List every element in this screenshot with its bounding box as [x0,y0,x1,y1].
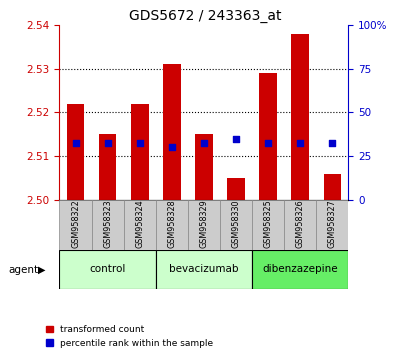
Bar [155,250,252,289]
Bar [323,174,340,200]
Bar [316,200,348,250]
Text: dibenzazepine: dibenzazepine [262,264,337,274]
Bar [291,34,308,200]
Bar [187,200,220,250]
Text: GSM958330: GSM958330 [231,200,240,248]
Bar [259,73,276,200]
Bar [220,200,252,250]
Text: GSM958322: GSM958322 [71,199,80,248]
Text: GSM958329: GSM958329 [199,199,208,248]
Text: GSM958326: GSM958326 [295,200,304,248]
Bar [163,64,180,200]
Text: GDS5672 / 243363_at: GDS5672 / 243363_at [128,9,281,23]
Text: control: control [89,264,126,274]
Bar [195,134,212,200]
Bar [124,200,155,250]
Bar [67,104,84,200]
Bar [99,134,116,200]
Bar [252,250,348,289]
Bar [283,200,316,250]
Point [104,140,110,146]
Point [136,140,143,146]
Text: agent: agent [8,265,38,275]
Text: GSM958327: GSM958327 [327,199,336,248]
Bar [155,200,187,250]
Text: GSM958324: GSM958324 [135,200,144,248]
Bar [91,200,124,250]
Bar [59,250,155,289]
Bar [252,200,283,250]
Text: GSM958328: GSM958328 [167,200,176,248]
Point [232,136,239,142]
Point [296,140,303,146]
Point [328,140,335,146]
Bar [130,104,148,200]
Bar [59,200,91,250]
Point [200,140,207,146]
Text: bevacizumab: bevacizumab [169,264,238,274]
Point [72,140,79,146]
Bar [227,178,244,200]
Point [168,144,175,150]
Text: GSM958323: GSM958323 [103,200,112,248]
Point [264,140,271,146]
Text: ▶: ▶ [38,265,45,275]
Legend: transformed count, percentile rank within the sample: transformed count, percentile rank withi… [45,325,213,348]
Text: GSM958325: GSM958325 [263,199,272,248]
